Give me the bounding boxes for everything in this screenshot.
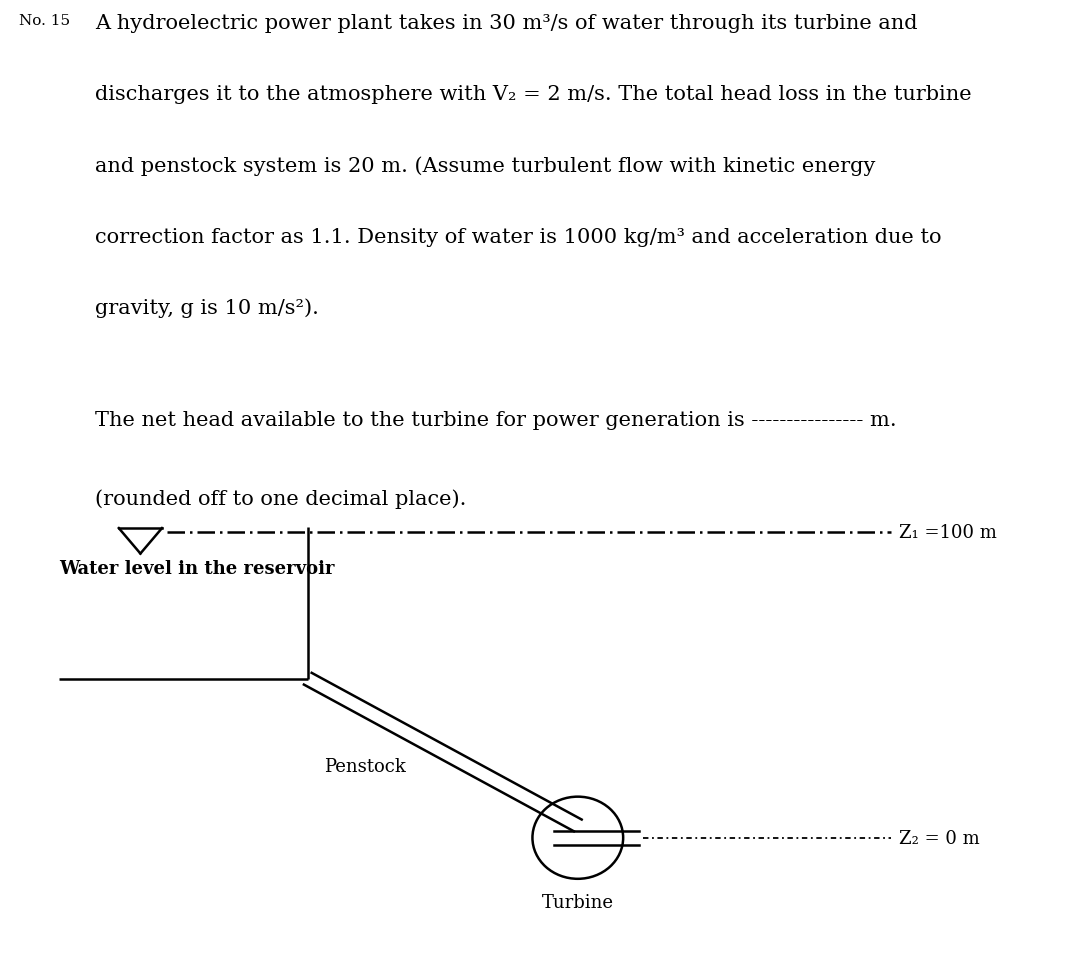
Text: A hydroelectric power plant takes in 30 m³/s of water through its turbine and: A hydroelectric power plant takes in 30 … bbox=[95, 14, 918, 33]
Text: Water level in the reservoir: Water level in the reservoir bbox=[59, 560, 335, 577]
Text: and penstock system is 20 m. (Assume turbulent flow with kinetic energy: and penstock system is 20 m. (Assume tur… bbox=[95, 156, 876, 176]
Text: Penstock: Penstock bbox=[324, 757, 406, 775]
Text: The net head available to the turbine for power generation is ---------------- m: The net head available to the turbine fo… bbox=[95, 411, 896, 430]
Text: Turbine: Turbine bbox=[542, 894, 613, 912]
Text: (rounded off to one decimal place).: (rounded off to one decimal place). bbox=[95, 489, 467, 509]
Text: Z₁ =100 m: Z₁ =100 m bbox=[899, 524, 997, 541]
Text: correction factor as 1.1. Density of water is 1000 kg/m³ and acceleration due to: correction factor as 1.1. Density of wat… bbox=[95, 228, 942, 246]
Text: gravity, g is 10 m/s²).: gravity, g is 10 m/s²). bbox=[95, 299, 319, 319]
Text: discharges it to the atmosphere with V₂ = 2 m/s. The total head loss in the turb: discharges it to the atmosphere with V₂ … bbox=[95, 85, 972, 104]
Text: No. 15: No. 15 bbox=[19, 14, 70, 27]
Text: Z₂ = 0 m: Z₂ = 0 m bbox=[899, 828, 980, 847]
